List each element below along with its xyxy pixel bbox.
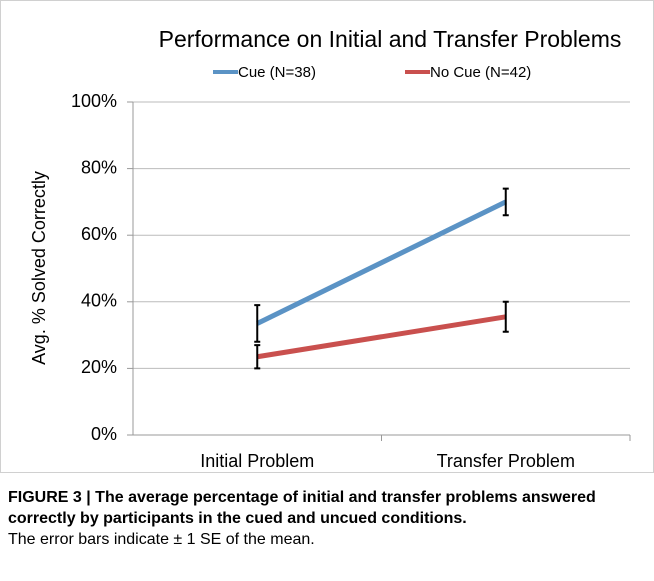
caption-text: The error bars indicate ± 1 SE of the me…: [8, 531, 315, 548]
caption: FIGURE 3 | The average percentage of ini…: [8, 489, 596, 548]
error-bar: [502, 187, 509, 217]
error-bar: [502, 300, 509, 333]
legend-label: No Cue (N=42): [430, 64, 531, 81]
legend-label: Cue (N=38): [238, 64, 316, 81]
y-tick-label: 40%: [81, 291, 117, 311]
caption-heading: FIGURE 3: [8, 489, 82, 506]
error-bar: [254, 344, 261, 370]
chart-title: Performance on Initial and Transfer Prob…: [159, 26, 622, 52]
error-bar: [254, 304, 261, 343]
y-tick-label: 80%: [81, 157, 117, 177]
y-tick-label: 60%: [81, 224, 117, 244]
series-line: [256, 314, 507, 360]
y-tick-label: 100%: [71, 91, 117, 111]
y-tick-label: 20%: [81, 357, 117, 377]
y-tick-label: 0%: [91, 424, 117, 444]
chart-border: [0, 0, 654, 473]
chart: Performance on Initial and Transfer Prob…: [0, 0, 654, 473]
x-tick-label: Initial Problem: [200, 451, 314, 471]
caption-title: The average percentage of initial and tr…: [8, 489, 596, 527]
series-line: [256, 199, 507, 326]
y-axis-label: Avg. % Solved Correctly: [29, 171, 49, 365]
x-tick-label: Transfer Problem: [437, 451, 575, 471]
